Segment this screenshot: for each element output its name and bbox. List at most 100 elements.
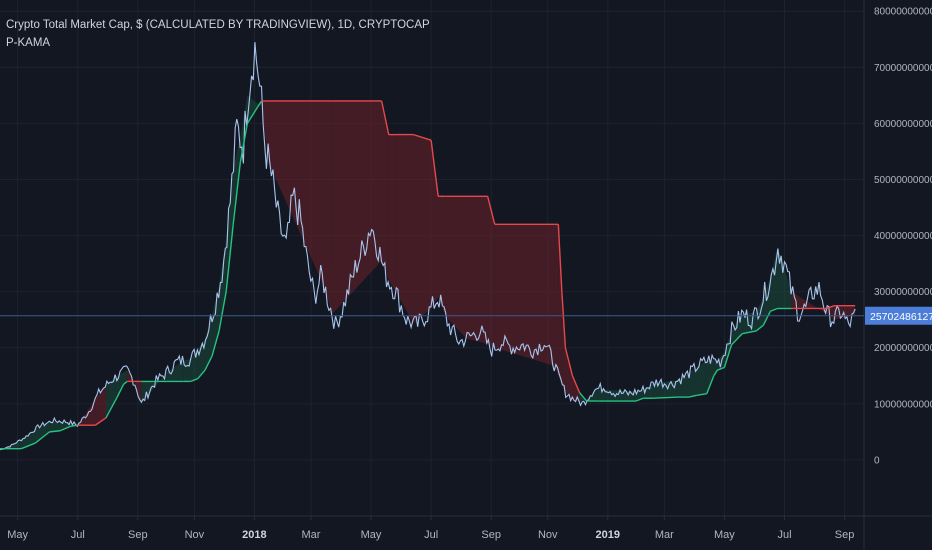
- x-tick-label: May: [7, 529, 28, 541]
- kama-fill-down: [127, 370, 135, 382]
- kama-fill-down: [332, 100, 382, 315]
- kama-line-down: [95, 417, 107, 426]
- x-tick-label: May: [361, 529, 382, 541]
- kama-line-down: [571, 375, 581, 393]
- y-tick-label: 800000000000: [874, 7, 932, 18]
- kama-line-up: [49, 430, 61, 433]
- kama-line-up: [225, 224, 234, 292]
- kama-fill-down: [395, 134, 414, 324]
- legend: Crypto Total Market Cap, $ (CALCULATED B…: [6, 17, 430, 53]
- kama-line-up: [653, 396, 679, 399]
- kama-fill-up: [197, 339, 205, 379]
- x-tick-label: 2019: [596, 529, 620, 541]
- kama-fill-up: [689, 367, 697, 398]
- kama-line-down: [486, 196, 496, 225]
- kama-line-up: [232, 162, 241, 225]
- kama-fill-up: [219, 238, 227, 331]
- x-tick-label: Nov: [185, 529, 205, 541]
- kama-fill-up: [0, 439, 22, 450]
- kama-line-up: [59, 425, 71, 432]
- kama-line-up: [115, 383, 125, 399]
- y-tick-label: 700000000000: [874, 63, 932, 74]
- x-tick-label: Mar: [655, 529, 674, 541]
- kama-fill-up: [204, 315, 213, 371]
- x-tick-label: Jul: [424, 529, 438, 541]
- kama-fill-up: [166, 360, 184, 382]
- kama-line-down: [557, 224, 563, 292]
- kama-line-down: [564, 347, 574, 376]
- kama-line-up: [762, 310, 771, 326]
- kama-line-down: [413, 133, 432, 141]
- kama-line-up: [211, 330, 220, 357]
- kama-fill-up: [713, 359, 718, 376]
- kama-fill-up: [123, 370, 128, 385]
- kama-fill-down: [445, 196, 467, 339]
- x-tick-label: Sep: [835, 529, 855, 541]
- kama-fill-down: [381, 100, 389, 281]
- kama-fill-up: [106, 376, 117, 418]
- kama-line-up: [635, 397, 644, 402]
- y-tick-label: 500000000000: [874, 175, 932, 186]
- kama-line-up: [755, 324, 764, 332]
- kama-fill-down: [466, 196, 488, 344]
- kama-fill-up: [35, 422, 50, 444]
- kama-line-up: [197, 369, 206, 380]
- kama-line-up: [20, 442, 36, 450]
- kama-fill-down: [565, 347, 573, 399]
- x-tick-label: May: [714, 529, 735, 541]
- kama-fill-down: [268, 100, 326, 289]
- kama-line-up: [717, 366, 725, 371]
- kama-fill-up: [233, 137, 241, 225]
- kama-line-up: [713, 369, 718, 377]
- kama-fill-up: [643, 383, 654, 399]
- last-price-label: 257024861271: [870, 311, 932, 323]
- y-tick-label: 200000000000: [874, 343, 932, 354]
- kama-line-up: [70, 424, 78, 427]
- kama-fill-up: [49, 421, 61, 432]
- kama-fill-down: [487, 196, 495, 348]
- kama-line-down: [380, 100, 390, 135]
- y-tick-label: 0: [874, 455, 880, 466]
- kama-line-down: [561, 291, 567, 348]
- price-series-line: [0, 42, 856, 451]
- kama-line-up: [730, 333, 743, 346]
- kama-fill-down: [388, 134, 396, 292]
- last-price-label-bg: [865, 306, 932, 325]
- x-tick-label: Sep: [481, 529, 501, 541]
- kama-line-down: [826, 305, 835, 310]
- kama-line-up: [190, 377, 199, 383]
- kama-line-up: [34, 431, 50, 444]
- x-tick-label: Jul: [71, 529, 85, 541]
- kama-line-up: [246, 100, 263, 124]
- y-tick-label: 300000000000: [874, 287, 932, 298]
- kama-fill-up: [247, 95, 262, 124]
- kama-fill-down: [561, 291, 566, 393]
- kama-line-down: [430, 140, 439, 197]
- kama-fill-up: [717, 351, 725, 371]
- kama-fill-down: [95, 385, 107, 426]
- chart-title: Crypto Total Market Cap, $ (CALCULATED B…: [6, 19, 430, 31]
- kama-fill-up: [777, 246, 792, 309]
- indicator-label[interactable]: P-KAMA: [6, 37, 51, 49]
- kama-line-up: [218, 291, 227, 332]
- kama-fill-down: [572, 375, 580, 402]
- kama-line-up: [741, 330, 757, 335]
- kama-line-up: [204, 355, 213, 371]
- kama-fill-up: [141, 372, 167, 404]
- kama-fill-up: [212, 286, 220, 357]
- x-tick-label: Sep: [128, 529, 148, 541]
- kama-fill-down: [325, 100, 333, 315]
- x-tick-label: 2018: [242, 529, 266, 541]
- kama-line-up: [723, 344, 733, 368]
- x-tick-label: Mar: [301, 529, 320, 541]
- x-tick-label: Jul: [777, 529, 791, 541]
- y-tick-label: 100000000000: [874, 399, 932, 410]
- kama-line-up: [770, 307, 778, 312]
- y-tick-label: 400000000000: [874, 231, 932, 242]
- kama-line-up: [123, 380, 128, 385]
- y-tick-label: 600000000000: [874, 119, 932, 130]
- kama-fill-up: [724, 330, 732, 368]
- kama-fill-down: [438, 196, 446, 316]
